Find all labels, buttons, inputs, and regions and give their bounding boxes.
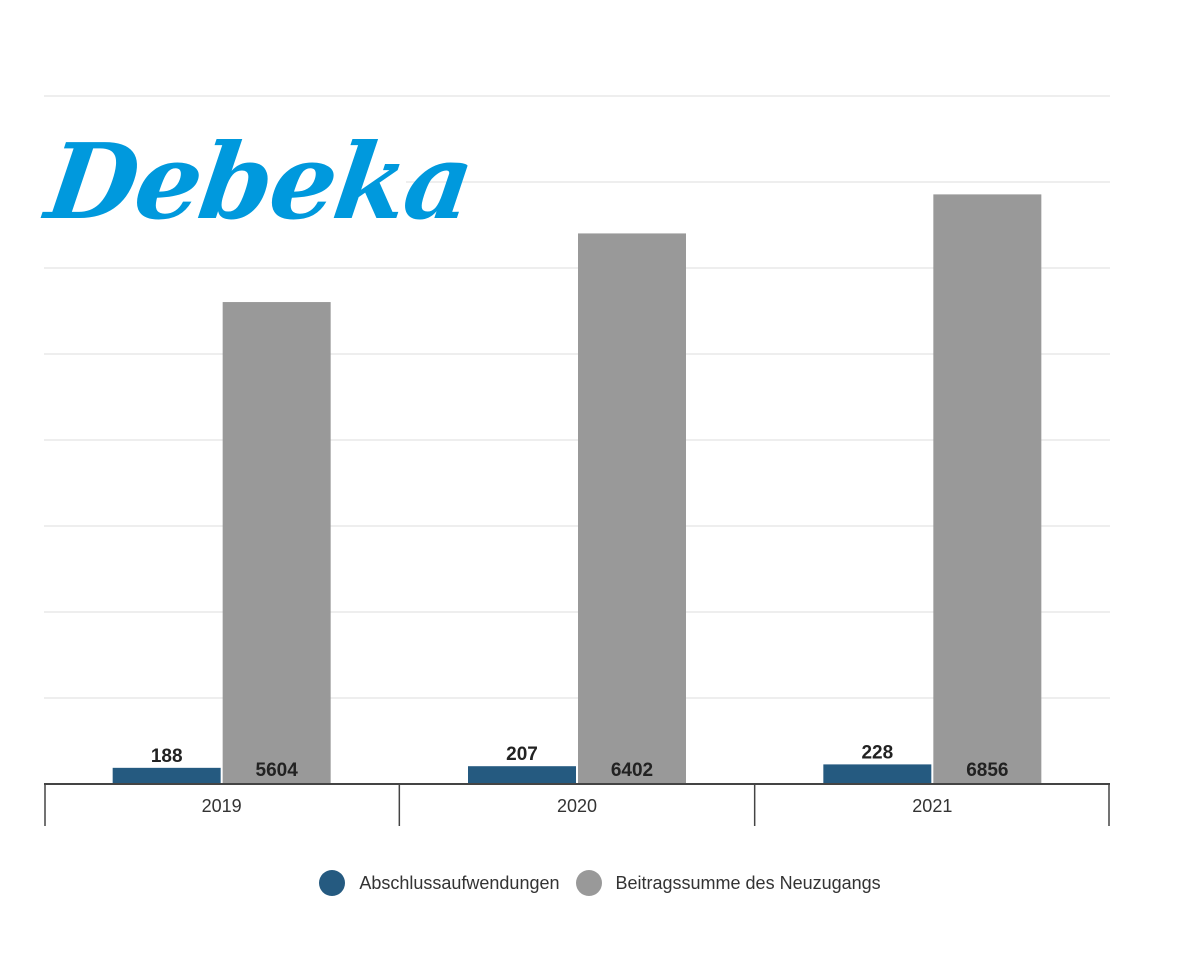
legend: Abschlussaufwendungen Beitragssumme des … bbox=[0, 866, 1200, 900]
x-tick-label: 2019 bbox=[202, 796, 242, 816]
data-label-series-1-2020: 207 bbox=[506, 744, 538, 765]
data-label-series-1-2019: 188 bbox=[151, 746, 183, 767]
legend-item-series-1: Abschlussaufwendungen bbox=[319, 870, 560, 896]
bar-series-1-2020 bbox=[468, 766, 576, 784]
legend-marker-series-1 bbox=[319, 870, 346, 896]
bars bbox=[112, 194, 1042, 785]
legend-item-series-2: Beitragssumme des Neuzugangs bbox=[575, 870, 881, 896]
logo-wordmark: Debeka bbox=[39, 120, 480, 243]
data-labels: 188 5604 207 6402 228 6856 bbox=[151, 742, 1009, 781]
bar-series-2-2019 bbox=[222, 302, 331, 784]
bar-series-2-2020 bbox=[578, 233, 686, 785]
bar-series-1-2019 bbox=[112, 767, 221, 784]
x-tick-label: 2021 bbox=[912, 796, 952, 816]
bar-series-1-2021 bbox=[823, 764, 932, 784]
legend-label-series-2: Beitragssumme des Neuzugangs bbox=[615, 872, 881, 893]
data-label-series-2-2019: 5604 bbox=[256, 760, 299, 781]
data-label-series-1-2021: 228 bbox=[861, 742, 893, 763]
legend-marker-series-2 bbox=[575, 870, 602, 896]
bar-series-2-2021 bbox=[933, 194, 1042, 784]
x-tick-label: 2020 bbox=[557, 796, 597, 816]
data-label-series-2-2020: 6402 bbox=[611, 760, 653, 781]
data-label-series-2-2021: 6856 bbox=[966, 760, 1008, 781]
debeka-logo: Debeka bbox=[39, 120, 479, 250]
x-axis: 2019 2020 2021 bbox=[44, 783, 1110, 826]
legend-label-series-1: Abschlussaufwendungen bbox=[359, 872, 560, 893]
